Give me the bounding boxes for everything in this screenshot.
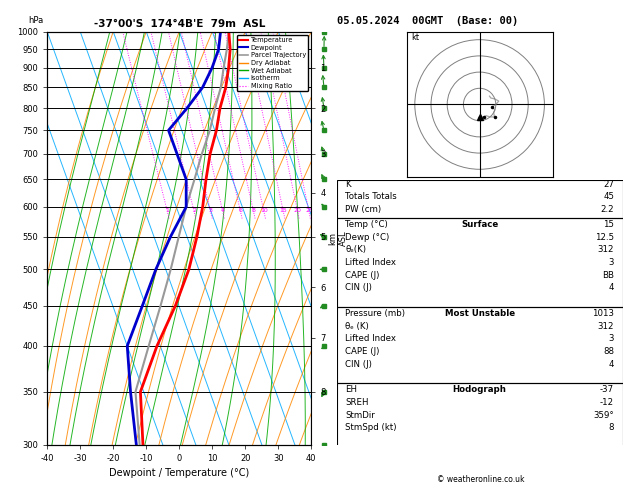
Bar [337,218,623,307]
Text: StmDir: StmDir [345,411,375,419]
Text: CIN (J): CIN (J) [345,360,372,369]
Text: 312: 312 [598,245,614,254]
Text: BB: BB [602,271,614,279]
Title: -37°00'S  174°4B'E  79m  ASL: -37°00'S 174°4B'E 79m ASL [94,19,265,30]
Text: Surface: Surface [461,220,498,229]
Text: 15: 15 [280,208,287,213]
Y-axis label: km
ASL: km ASL [328,230,348,246]
Text: Totals Totals: Totals Totals [345,192,397,202]
Text: 45: 45 [603,192,614,202]
Text: CIN (J): CIN (J) [345,283,372,293]
Text: 1013: 1013 [592,309,614,318]
Text: 4: 4 [221,208,225,213]
Text: 2: 2 [192,208,196,213]
Text: StmSpd (kt): StmSpd (kt) [345,423,397,432]
Text: Lifted Index: Lifted Index [345,334,396,343]
Text: EH: EH [345,385,357,394]
Text: 3: 3 [609,334,614,343]
Text: 312: 312 [598,322,614,330]
Text: LCL: LCL [313,42,325,48]
Text: PW (cm): PW (cm) [345,205,381,214]
Text: CAPE (J): CAPE (J) [345,271,379,279]
Text: CAPE (J): CAPE (J) [345,347,379,356]
Text: hPa: hPa [29,17,44,25]
Text: 2.2: 2.2 [601,205,614,214]
Text: Hodograph: Hodograph [453,385,506,394]
Text: θₑ (K): θₑ (K) [345,322,369,330]
Text: -12: -12 [600,398,614,407]
Text: 10: 10 [260,208,268,213]
Text: Most Unstable: Most Unstable [445,309,515,318]
Text: 1: 1 [165,208,170,213]
Text: kt: kt [411,33,420,42]
Text: 27: 27 [603,180,614,189]
Text: 3: 3 [609,258,614,267]
Text: 4: 4 [609,283,614,293]
Bar [337,307,623,383]
Text: Lifted Index: Lifted Index [345,258,396,267]
Text: 359°: 359° [593,411,614,419]
Bar [337,383,623,447]
Text: 05.05.2024  00GMT  (Base: 00): 05.05.2024 00GMT (Base: 00) [337,16,518,26]
Text: SREH: SREH [345,398,369,407]
Text: Pressure (mb): Pressure (mb) [345,309,405,318]
Text: 8: 8 [609,423,614,432]
Text: -37: -37 [600,385,614,394]
Text: © weatheronline.co.uk: © weatheronline.co.uk [437,474,525,484]
Text: 4: 4 [609,360,614,369]
Text: 6: 6 [239,208,243,213]
Text: 88: 88 [603,347,614,356]
Text: 15: 15 [603,220,614,229]
X-axis label: Dewpoint / Temperature (°C): Dewpoint / Temperature (°C) [109,469,249,478]
Text: Temp (°C): Temp (°C) [345,220,388,229]
Text: Dewp (°C): Dewp (°C) [345,232,389,242]
Bar [337,180,623,218]
Text: 8: 8 [252,208,256,213]
Text: θₑ(K): θₑ(K) [345,245,366,254]
Text: 3: 3 [209,208,213,213]
Text: 25: 25 [305,208,313,213]
Text: 12.5: 12.5 [595,232,614,242]
Text: 20: 20 [294,208,302,213]
Legend: Temperature, Dewpoint, Parcel Trajectory, Dry Adiabat, Wet Adiabat, Isotherm, Mi: Temperature, Dewpoint, Parcel Trajectory… [237,35,308,91]
Text: K: K [345,180,351,189]
